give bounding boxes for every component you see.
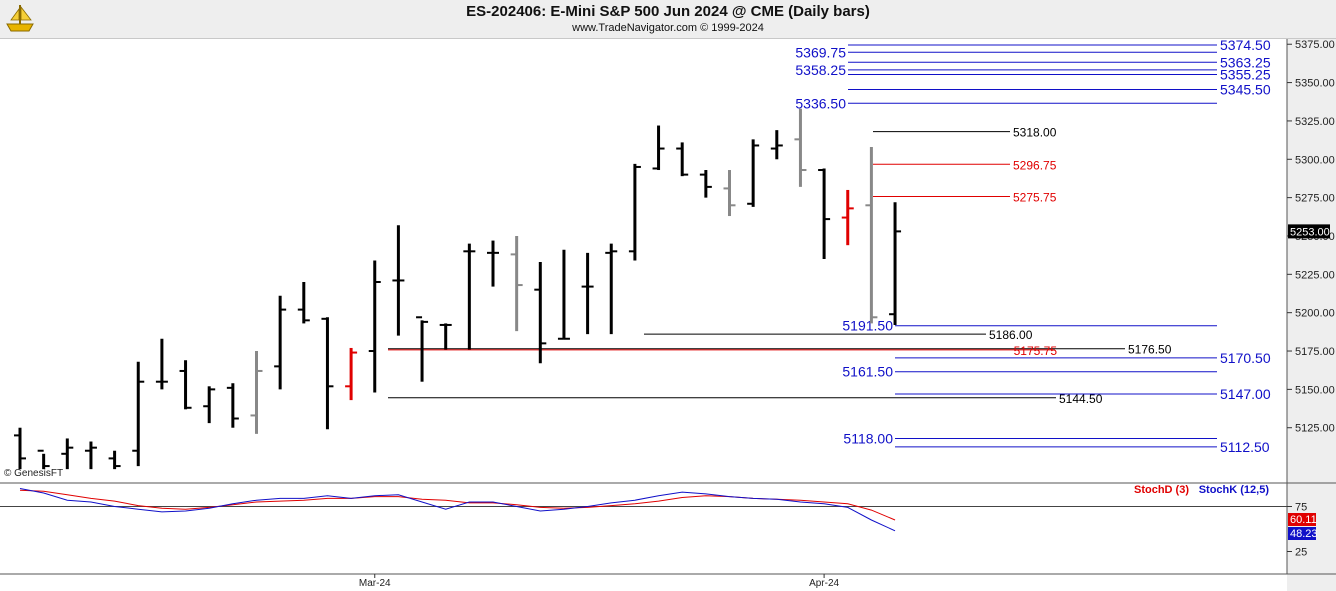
chart-header: ES-202406: E-Mini S&P 500 Jun 2024 @ CME… (0, 0, 1336, 39)
chart-title: ES-202406: E-Mini S&P 500 Jun 2024 @ CME… (466, 3, 870, 20)
price-tick-label: 5300.00 (1295, 154, 1335, 166)
price-bar (439, 323, 452, 350)
price-axis-panel (1287, 39, 1336, 591)
price-axis-ticks: 5375.005350.005325.005300.005275.005250.… (1287, 39, 1335, 435)
genesis-watermark: © GenesisFT (4, 468, 64, 479)
price-bar (392, 225, 405, 336)
price-tick-label: 5350.00 (1295, 78, 1335, 90)
last-price-box (1288, 224, 1330, 239)
stoch-tick-label: 25 (1295, 547, 1307, 559)
stoch-d-last-box (1288, 513, 1316, 526)
price-bar (770, 130, 783, 160)
level-label: 5161.50 (842, 364, 893, 380)
price-bar (794, 108, 807, 187)
level-label: 5144.50 (1059, 392, 1103, 406)
price-bar (510, 235, 523, 332)
level-label: 5336.50 (795, 95, 846, 111)
price-bar (155, 338, 168, 390)
price-tick-label: 5125.00 (1295, 423, 1335, 435)
price-bar (250, 351, 263, 434)
price-bar (61, 438, 74, 470)
stoch-k-line (19, 488, 896, 532)
price-bar (841, 189, 854, 246)
level-label: 5374.50 (1220, 37, 1271, 53)
stoch-tick-label: 75 (1295, 502, 1307, 514)
level-label: 5147.00 (1220, 386, 1271, 402)
price-tick-label: 5225.00 (1295, 269, 1335, 281)
level-label: 5296.75 (1013, 158, 1057, 172)
price-bar (84, 441, 97, 470)
price-bar (676, 142, 689, 177)
price-bar (487, 240, 499, 287)
price-tick-label: 5275.00 (1295, 193, 1335, 205)
stoch-k-last-box (1288, 527, 1316, 540)
level-label: 5345.50 (1220, 81, 1271, 97)
ship-logo-icon (6, 5, 34, 32)
price-bar (699, 170, 712, 198)
price-bar (321, 317, 334, 430)
level-lines: 5374.50 5369.75 5363.25 5358.25 5355.255345.… (388, 37, 1271, 455)
level-label: 5369.75 (795, 44, 846, 60)
chart-subtitle: www.TradeNavigator.com © 1999-2024 (572, 22, 764, 34)
level-label: 5191.50 (842, 318, 893, 334)
price-bar (345, 347, 358, 401)
level-label: 5275.75 (1013, 190, 1057, 204)
price-bar (818, 168, 831, 259)
price-bar (889, 202, 902, 325)
price-bar (203, 386, 216, 424)
level-label: 5186.00 (989, 328, 1033, 342)
price-bar (723, 170, 736, 217)
price-tick-label: 5175.00 (1295, 346, 1335, 358)
price-bar (297, 281, 310, 324)
stoch-k-legend: StochK (12,5) (1199, 484, 1270, 496)
price-tick-label: 5375.00 (1295, 39, 1335, 51)
level-label: 5358.25 (795, 62, 846, 78)
stoch-d-last-value: 60.11 (1290, 514, 1317, 526)
last-price-label: 5253.00 (1290, 226, 1330, 238)
price-tick-label: 5325.00 (1295, 116, 1335, 128)
price-bar (179, 360, 192, 410)
level-label: 5318.00 (1013, 126, 1057, 140)
price-bar (534, 262, 547, 364)
price-bar (368, 260, 381, 393)
price-bar (581, 252, 594, 335)
level-label: 5176.50 (1128, 343, 1172, 357)
stochastic-panel: 75 25 StochD (3) StochK (12,5) 60.11 48.23 (0, 484, 1318, 559)
price-bar (557, 249, 570, 340)
price-bar (416, 316, 429, 382)
price-bar (605, 243, 618, 335)
price-bar (628, 163, 641, 261)
price-bar (652, 125, 665, 171)
price-tick-label: 5150.00 (1295, 384, 1335, 396)
level-label: 5112.50 (1220, 439, 1270, 455)
stoch-k-last-value: 48.23 (1290, 528, 1318, 540)
time-tick-label: Apr-24 (809, 578, 839, 589)
level-label: 5363.25 (1220, 54, 1271, 70)
ohlc-bars (14, 108, 902, 470)
price-bar (274, 295, 287, 390)
time-tick-label: Mar-24 (359, 578, 391, 589)
level-label: 5118.00 (843, 430, 893, 446)
price-bar (865, 147, 878, 324)
price-bar (37, 449, 50, 470)
price-bar (747, 139, 760, 207)
price-bar (463, 243, 476, 350)
price-bar (226, 383, 239, 428)
price-bar (14, 427, 26, 470)
level-label: 5355.25 (1220, 67, 1271, 83)
stoch-d-legend: StochD (3) (1134, 484, 1189, 496)
level-label: 5170.50 (1220, 350, 1271, 366)
price-tick-label: 5200.00 (1295, 308, 1335, 320)
time-axis: Mar-24 Apr-24 (359, 574, 840, 589)
level-label: 5175.75 (1014, 344, 1058, 358)
price-bar (108, 450, 121, 470)
price-bar (132, 361, 145, 467)
